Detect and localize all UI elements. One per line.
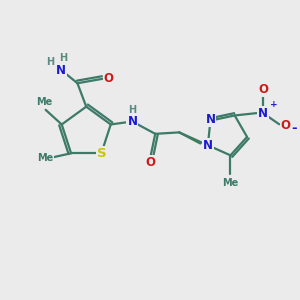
Text: O: O (146, 156, 156, 169)
Text: H: H (128, 105, 136, 116)
Text: N: N (258, 106, 268, 120)
Text: N: N (206, 112, 215, 126)
Text: Me: Me (37, 153, 53, 163)
Text: -: - (292, 122, 297, 135)
Text: S: S (97, 147, 106, 160)
Text: O: O (258, 82, 268, 96)
Text: O: O (280, 119, 291, 132)
Text: N: N (128, 115, 137, 128)
Text: N: N (203, 139, 213, 152)
Text: Me: Me (222, 178, 239, 188)
Text: +: + (269, 100, 277, 109)
Text: Me: Me (36, 97, 52, 106)
Text: H: H (46, 57, 54, 67)
Text: O: O (104, 72, 114, 85)
Text: H: H (59, 53, 67, 63)
Text: N: N (56, 64, 66, 76)
